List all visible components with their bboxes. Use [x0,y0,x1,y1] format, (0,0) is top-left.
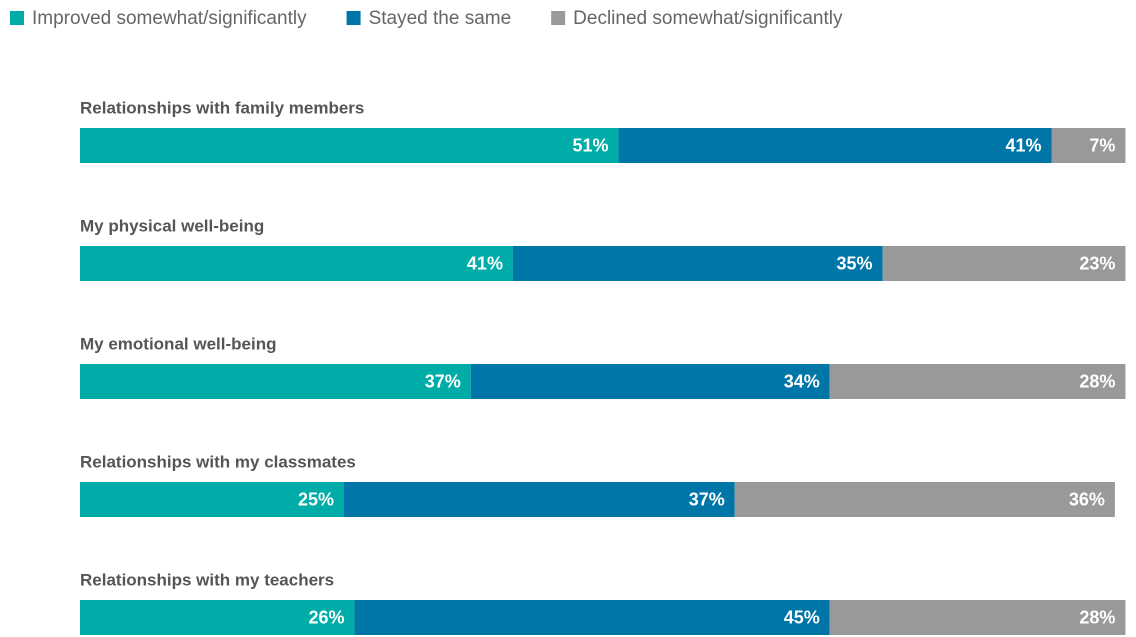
legend-swatch [551,11,566,25]
category-label: Relationships with family members [80,98,364,117]
value-label: 26% [309,607,345,627]
category-label: Relationships with my classmates [80,452,356,471]
value-label: 36% [1069,489,1105,509]
legend-swatch [10,11,24,25]
value-label: 41% [467,253,503,273]
bar-segment [1051,128,1126,163]
bar-segment [829,364,1126,399]
value-label: 41% [1005,135,1041,155]
value-label: 51% [573,135,609,155]
legend-swatch [346,11,361,25]
legend-label: Declined somewhat/significantly [573,8,843,29]
value-label: 45% [784,607,820,627]
value-label: 25% [298,489,334,509]
legend-label: Improved somewhat/significantly [32,8,307,29]
category-label: My emotional well-being [80,334,276,353]
bar-segment [882,246,1126,281]
bar-segment [618,128,1052,163]
legend-label: Stayed the same [369,8,512,29]
value-label: 28% [1079,371,1115,391]
value-label: 34% [784,371,820,391]
value-label: 35% [837,253,873,273]
bar-segment [80,246,513,281]
bar-segment [829,600,1126,635]
bar-segment [80,482,344,517]
bar-segment [734,482,1115,517]
bar-segment [80,600,355,635]
category-label: Relationships with my teachers [80,570,334,589]
category-label: My physical well-being [80,216,264,235]
bar-segment [344,482,735,517]
bar-segment [354,600,830,635]
bar-segment [80,128,619,163]
value-label: 23% [1079,253,1115,273]
bar-segment [80,364,471,399]
value-label: 37% [689,489,725,509]
value-label: 28% [1079,607,1115,627]
value-label: 7% [1089,135,1115,155]
bar-segment [512,246,883,281]
value-label: 37% [425,371,461,391]
bar-segment [470,364,830,399]
